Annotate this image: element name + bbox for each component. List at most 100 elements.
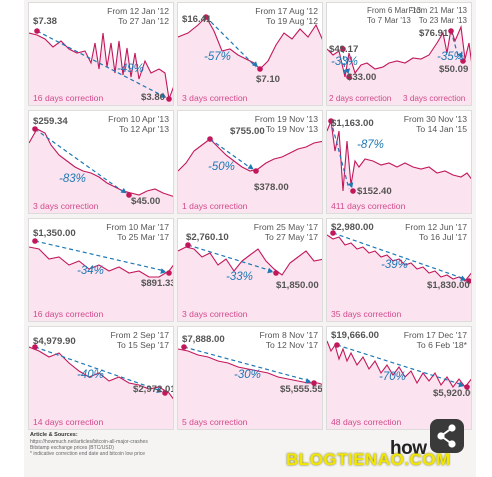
range-end: To 7 Mar '13 xyxy=(367,16,411,25)
price-line-chart xyxy=(178,242,322,321)
range-end: To 14 Jan '15 xyxy=(416,124,467,134)
date-range-2: From 21 Mar '13 To 23 Mar '13 xyxy=(409,6,467,26)
date-range: From 6 Mar '13 To 7 Mar '13 xyxy=(367,6,421,26)
price-area xyxy=(178,349,322,429)
crash-panel: From 10 Apr '13 To 12 Apr '13 $259.34 $45.0… xyxy=(28,110,174,214)
low-point xyxy=(166,96,172,102)
date-range: From 25 May '17 To 27 May '17 xyxy=(254,222,318,242)
range-end: To 15 Sep '17 xyxy=(116,340,169,350)
range-end: To 27 Jan '12 xyxy=(118,16,169,26)
price-line-chart xyxy=(327,340,471,429)
low-price-label: $1,850.00 xyxy=(276,280,319,291)
low-point xyxy=(346,74,352,80)
correction-duration: 14 days correction xyxy=(33,417,104,427)
correction-duration-2: 3 days correction xyxy=(403,94,466,103)
high-price-label-2: $76.91 xyxy=(419,28,449,39)
drop-percent: -70% xyxy=(379,371,406,383)
share-button[interactable] xyxy=(430,419,464,453)
arrow-head xyxy=(247,163,254,170)
price-line-chart xyxy=(29,344,173,429)
drop-percent: -83% xyxy=(59,173,86,185)
arrow-head xyxy=(160,92,167,98)
price-line-chart xyxy=(29,126,173,213)
arrow-head xyxy=(252,61,258,67)
arrow-head xyxy=(120,187,127,194)
price-area xyxy=(29,33,173,105)
low-price-label: $1,830.00 xyxy=(427,280,470,291)
high-point xyxy=(328,118,334,124)
arrow-head xyxy=(160,268,167,274)
low-point xyxy=(466,278,471,284)
date-range: From 2 Sep '17 To 15 Sep '17 xyxy=(111,330,169,350)
range-start: From 17 Aug '12 xyxy=(255,6,318,16)
crash-panel: From 17 Dec '17 To 6 Feb '18* $19,666.00 $5… xyxy=(326,326,472,430)
drop-percent: -39% xyxy=(381,259,408,271)
drop-percent: -33% xyxy=(226,271,253,283)
low-price-label: $5,555.55 xyxy=(280,384,323,395)
arrow-head xyxy=(457,52,463,59)
price-line-chart xyxy=(178,14,322,105)
low-price-label: $3.80 xyxy=(141,92,166,103)
arrow-head xyxy=(460,275,467,281)
high-point xyxy=(34,28,40,34)
high-point xyxy=(330,230,336,236)
range-start: From 2 Sep '17 xyxy=(110,330,169,340)
price-line-chart xyxy=(327,24,471,105)
low-point xyxy=(460,58,466,64)
low-point xyxy=(257,66,263,72)
source-line: * indicative correction end date and bit… xyxy=(30,450,146,457)
correction-arrow xyxy=(342,48,346,76)
range-start: From 10 Apr '13 xyxy=(108,114,169,124)
correction-duration: 3 days correction xyxy=(182,93,248,103)
high-point xyxy=(207,136,213,142)
price-line xyxy=(327,118,471,192)
price-area xyxy=(327,235,471,321)
price-area xyxy=(29,129,173,213)
range-end: To 12 Nov '17 xyxy=(265,340,318,350)
high-price-label: $19,666.00 xyxy=(331,330,380,341)
range-start: From 10 Mar '17 xyxy=(106,222,169,232)
sources-footer: Article & Sources: https://howmuch.net/a… xyxy=(30,432,260,457)
price-line-chart xyxy=(29,238,173,321)
range-end: To 19 Nov '13 xyxy=(265,124,318,134)
high-price-label: $49.17 xyxy=(329,44,359,55)
low-point xyxy=(166,270,172,276)
arrow-head xyxy=(267,267,274,274)
low-price-label: $33.00 xyxy=(347,72,377,83)
high-point xyxy=(32,126,38,132)
high-point xyxy=(334,342,340,348)
low-price-label: $378.00 xyxy=(254,182,289,193)
high-point xyxy=(340,46,346,52)
low-point xyxy=(126,192,132,198)
high-price-label: $755.00 xyxy=(230,126,265,137)
source-line: Bitstamp exchange prices (BTC/USD) xyxy=(30,444,114,451)
low-price-label: $891.33 xyxy=(141,278,174,289)
high-point xyxy=(203,14,209,20)
correction-duration: 16 days correction xyxy=(33,93,104,103)
range-end: To 19 Aug '12 xyxy=(266,16,318,26)
price-area xyxy=(178,139,322,213)
low-point xyxy=(350,188,356,194)
price-line xyxy=(178,348,322,385)
price-area xyxy=(178,247,322,321)
high-price-label: $16.41 xyxy=(182,14,212,25)
crash-panel: From 19 Nov '13 To 19 Nov '13 $755.00 $378.… xyxy=(177,110,323,214)
correction-arrow xyxy=(34,240,166,272)
drop-percent: -87% xyxy=(357,139,384,151)
drop-percent: -30% xyxy=(234,369,261,381)
low-point xyxy=(273,270,279,276)
date-range: From 10 Mar '17 To 25 Mar '17 xyxy=(106,222,169,242)
price-area xyxy=(29,347,173,429)
crash-panel: From 10 Mar '17 To 25 Mar '17 $1,350.00 $89… xyxy=(28,218,174,322)
brand-logo: how xyxy=(390,438,427,459)
correction-duration: 2 days correction xyxy=(329,94,392,103)
price-line xyxy=(29,346,173,400)
range-end: To 27 May '17 xyxy=(264,232,318,242)
arrow-head xyxy=(347,182,354,189)
drop-percent: -50% xyxy=(208,161,235,173)
correction-arrow xyxy=(36,30,166,98)
price-line-chart xyxy=(178,136,322,213)
range-start: From 12 Jan '12 xyxy=(107,6,169,16)
correction-duration: 16 days correction xyxy=(33,309,104,319)
high-price-label: $7.38 xyxy=(33,16,58,27)
